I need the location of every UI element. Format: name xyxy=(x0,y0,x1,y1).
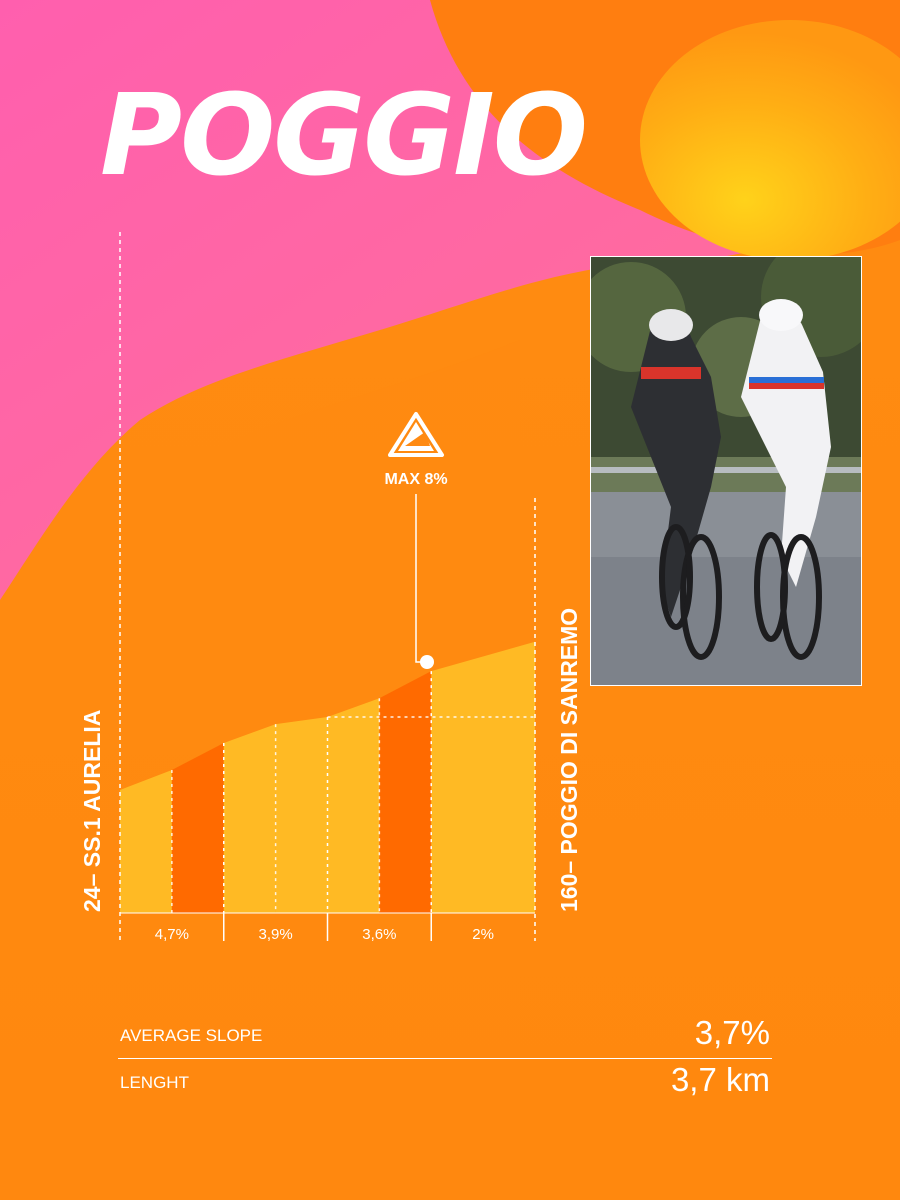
profile-bar xyxy=(327,698,380,913)
stats-table: AVERAGE SLOPE 3,7% LENGHT 3,7 km xyxy=(118,1012,772,1105)
segment-slope-label: 4,7% xyxy=(155,926,189,943)
average-slope-value: 3,7% xyxy=(694,1014,770,1051)
segment-slope-label: 3,9% xyxy=(259,926,293,943)
end-location-label: 160– POGGIO DI SANREMO xyxy=(556,608,582,912)
profile-bar-steep xyxy=(379,671,432,913)
segment-slope-label: 3,6% xyxy=(362,926,396,943)
length-label: LENGHT xyxy=(120,1073,189,1092)
segment-slope-label: 2% xyxy=(472,926,494,943)
stat-row-length: LENGHT 3,7 km xyxy=(118,1059,772,1105)
page-title: POGGIO xyxy=(100,71,588,201)
max-gradient-marker: MAX 8% xyxy=(384,412,448,669)
profile-bar xyxy=(120,770,172,913)
profile-bar xyxy=(431,641,535,913)
max-gradient-dot xyxy=(420,655,434,669)
mountain-gradient-icon xyxy=(388,412,444,457)
start-location-label: 24– SS.1 AURELIA xyxy=(79,710,105,912)
stat-row-average-slope: AVERAGE SLOPE 3,7% xyxy=(118,1012,772,1059)
profile-bar xyxy=(275,717,328,913)
max-gradient-leader xyxy=(415,494,427,663)
max-gradient-label: MAX 8% xyxy=(384,471,447,488)
profile-bar xyxy=(223,724,276,913)
profile-bar-steep xyxy=(171,742,224,913)
length-value: 3,7 km xyxy=(670,1061,770,1098)
average-slope-label: AVERAGE SLOPE xyxy=(120,1026,263,1045)
riders-photo xyxy=(590,256,862,686)
rider-left xyxy=(631,321,721,617)
